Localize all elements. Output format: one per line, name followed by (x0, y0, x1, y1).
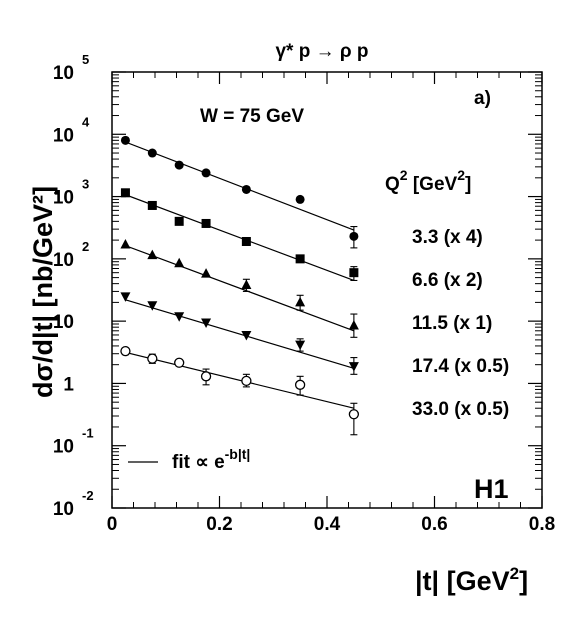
data-point (348, 320, 359, 330)
x-tick-label: 0.6 (421, 514, 447, 535)
data-point (349, 231, 359, 241)
legend-entry: 17.4 (x 0.5) (412, 356, 509, 377)
legend-title: Q2 [GeV2] (385, 167, 471, 195)
data-point (201, 168, 211, 178)
legend-entry: 33.0 (x 0.5) (412, 399, 509, 420)
data-series (120, 239, 359, 338)
data-point (147, 249, 158, 260)
data-point (174, 160, 184, 170)
legend: 3.3 (x 4) 6.6 (x 2) 11.5 (x 1) 17.4 (x 0.5)… (412, 227, 509, 420)
data-point (201, 318, 212, 329)
data-point (348, 409, 360, 420)
fit-line (125, 299, 355, 369)
data-point (147, 148, 157, 158)
data-point (147, 301, 158, 311)
x-tick-labels: 0 0.2 0.4 0.6 0.8 (107, 514, 556, 535)
data-point (200, 371, 212, 382)
data-point (120, 292, 131, 302)
y-tick-labels: 10 -2 10 -1 1 10 10 2 10 3 10 4 10 5 (53, 52, 94, 520)
data-point (241, 184, 251, 194)
y-tick-exponent: 5 (82, 52, 89, 67)
y-tick-exponent: -2 (82, 488, 94, 503)
y-tick-exponent: -1 (82, 426, 94, 441)
data-point (201, 268, 212, 278)
data-point (120, 345, 131, 357)
data-point (120, 188, 130, 198)
fit-line (125, 194, 355, 282)
data-point (241, 236, 251, 246)
energy-annotation: W = 75 GeV (200, 106, 304, 127)
panel-label: a) (474, 88, 491, 109)
experiment-label: H1 (474, 474, 509, 504)
data-point (295, 296, 306, 307)
fit-legend-label: fit ∝ e-b|t| (172, 446, 250, 473)
legend-entry: 11.5 (x 1) (412, 313, 492, 334)
data-point (147, 353, 158, 364)
axis-ticks (111, 71, 543, 509)
data-point (241, 330, 252, 341)
legend-entry: 6.6 (x 2) (412, 270, 483, 291)
chart-title: γ* p → ρ p (275, 41, 368, 62)
y-tick-label: 10 (53, 250, 74, 271)
x-tick-label: 0.8 (529, 514, 555, 535)
data-point (295, 254, 305, 264)
data-point (174, 216, 184, 226)
data-point (241, 375, 252, 387)
fit-line (125, 351, 355, 409)
y-tick-label: 10 (53, 499, 74, 520)
series-layer (120, 135, 360, 436)
data-series (120, 135, 359, 249)
x-tick-label: 0.2 (206, 514, 232, 535)
data-point (174, 312, 185, 322)
legend-entry: 3.3 (x 4) (412, 227, 483, 248)
x-tick-label: 0 (107, 514, 118, 535)
x-axis-label: |t| [GeV2] (415, 564, 528, 596)
data-point (349, 268, 359, 278)
y-tick-label: 10 (53, 188, 74, 209)
data-point (295, 340, 306, 351)
data-point (147, 200, 157, 210)
data-point (241, 279, 252, 290)
y-tick-label: 1 (63, 374, 74, 395)
x-tick-label: 0.4 (314, 514, 341, 535)
y-tick-exponent: 3 (82, 177, 89, 192)
y-tick-label: 10 (53, 312, 74, 333)
data-series (120, 188, 359, 282)
y-axis-label: dσ/d|t| [nb/GeV²] (28, 186, 58, 398)
y-tick-label: 10 (53, 63, 74, 84)
data-series (120, 345, 360, 436)
y-tick-exponent: 2 (82, 239, 89, 254)
data-point (201, 218, 211, 228)
data-point (348, 362, 359, 372)
data-point (295, 194, 305, 204)
data-point (120, 135, 130, 145)
y-tick-exponent: 4 (82, 114, 90, 129)
fit-line (125, 141, 355, 231)
data-series (120, 292, 359, 375)
data-point (174, 357, 185, 368)
data-point (294, 379, 306, 390)
fit-line (125, 245, 355, 332)
y-tick-label: 10 (53, 125, 74, 146)
data-point (120, 239, 131, 249)
data-point (174, 257, 185, 268)
y-tick-label: 10 (53, 437, 74, 458)
